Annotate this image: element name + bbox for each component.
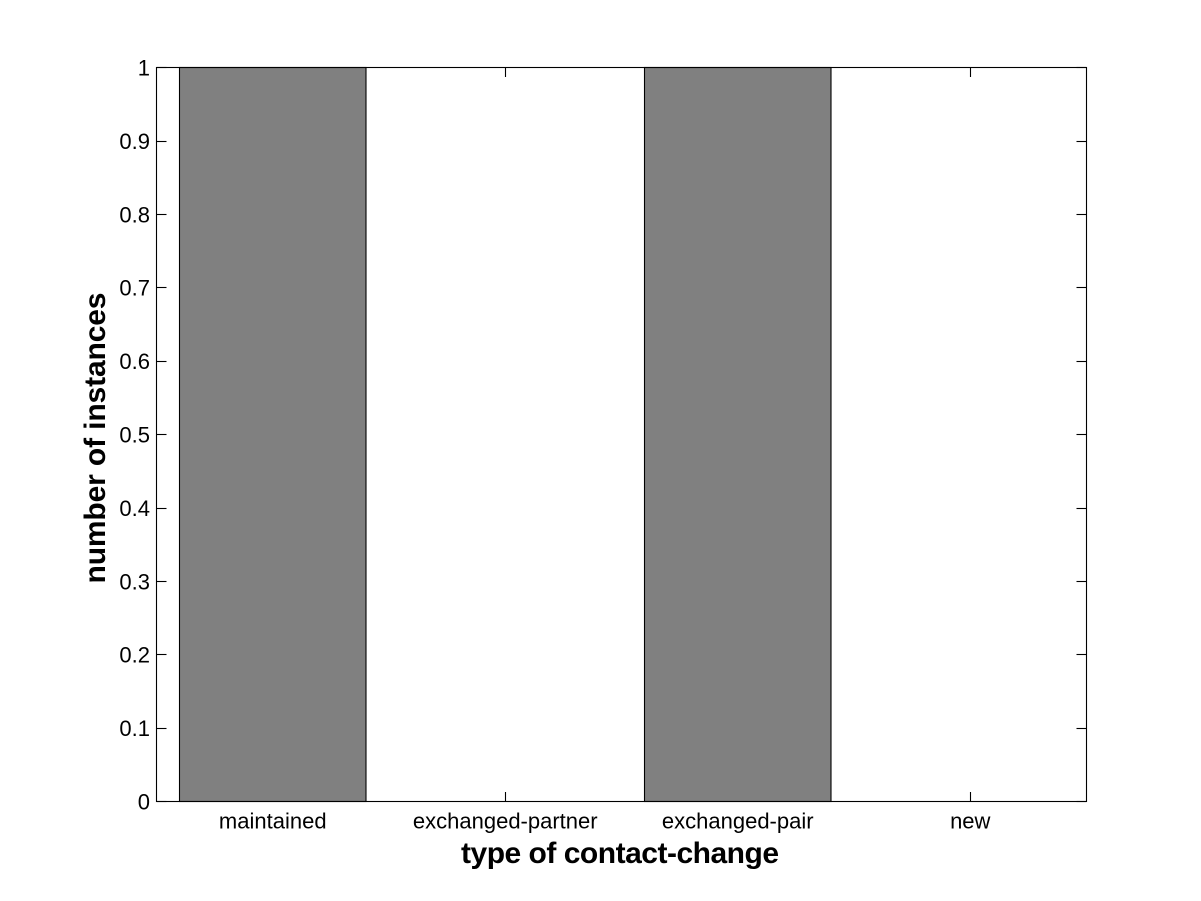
svg-text:0: 0 (138, 790, 150, 815)
svg-text:0.4: 0.4 (119, 496, 150, 521)
svg-text:0.7: 0.7 (119, 276, 150, 301)
svg-text:0.3: 0.3 (119, 569, 150, 594)
svg-text:0.2: 0.2 (119, 643, 150, 668)
svg-text:maintained: maintained (219, 809, 327, 834)
svg-text:exchanged-pair: exchanged-pair (662, 809, 814, 834)
svg-text:exchanged-partner: exchanged-partner (413, 809, 598, 834)
svg-text:0.5: 0.5 (119, 423, 150, 448)
svg-text:0.6: 0.6 (119, 349, 150, 374)
svg-text:new: new (950, 809, 990, 834)
svg-text:0.9: 0.9 (119, 129, 150, 154)
svg-text:1: 1 (138, 56, 150, 81)
svg-text:number of instances: number of instances (79, 293, 112, 584)
svg-text:type of contact-change: type of contact-change (461, 837, 779, 870)
svg-text:0.1: 0.1 (119, 716, 150, 741)
svg-text:0.8: 0.8 (119, 202, 150, 227)
